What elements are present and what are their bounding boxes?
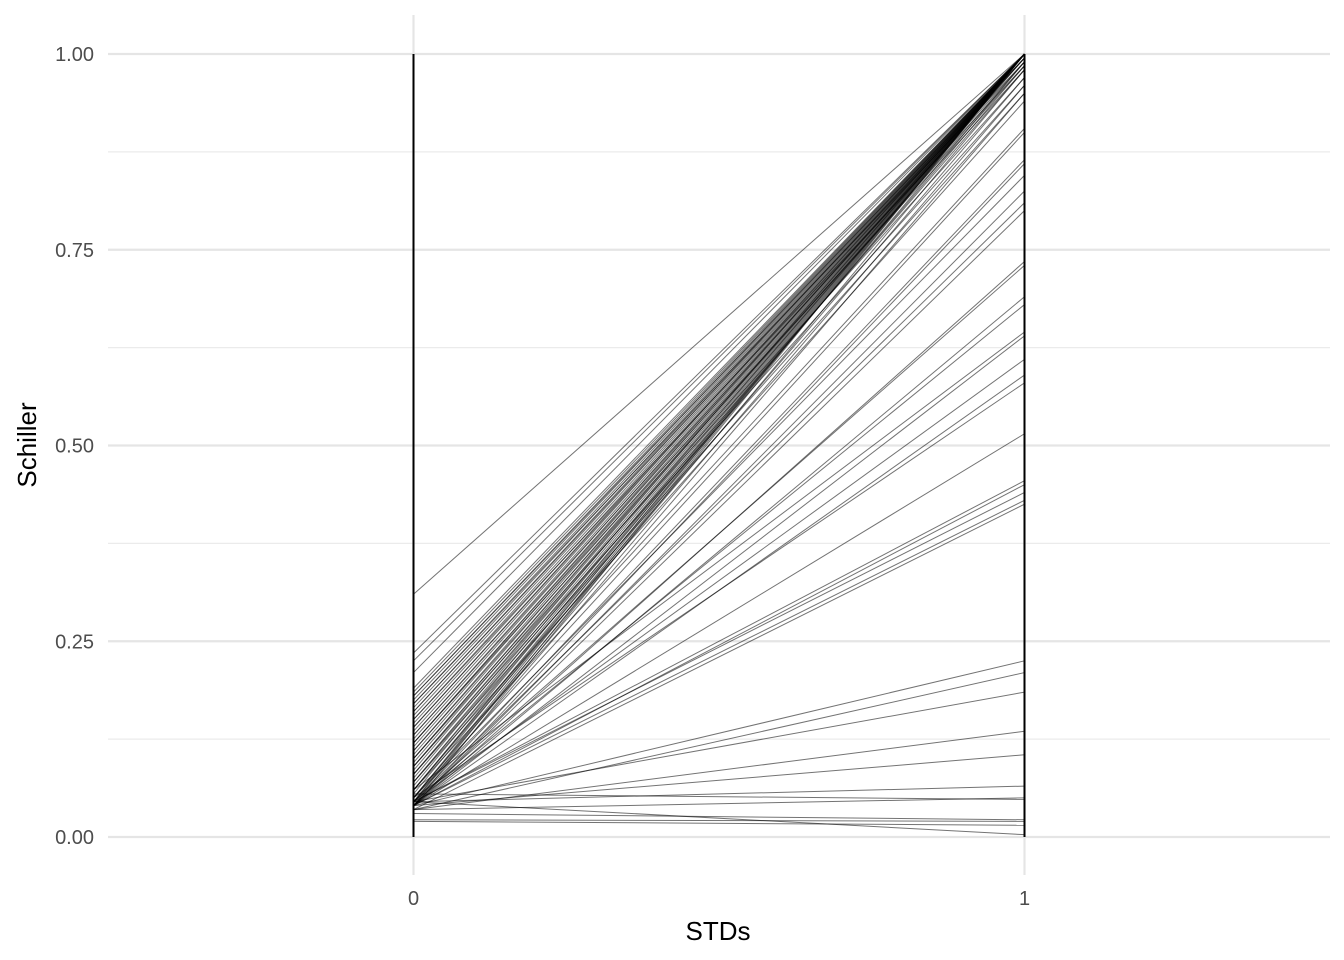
grid-layer (108, 15, 1330, 875)
series-line (413, 65, 1025, 783)
y-tick-label: 0.75 (55, 240, 94, 262)
series-line (413, 92, 1025, 775)
series-line (413, 819, 1025, 822)
series-line (413, 499, 1025, 807)
series-line (413, 92, 1025, 803)
series-line (413, 190, 1025, 807)
series-line (413, 480, 1025, 803)
series-line (413, 53, 1025, 654)
series-line (413, 69, 1025, 775)
y-axis-title: Schiller (12, 402, 42, 488)
series-line (413, 61, 1025, 736)
series-line (413, 175, 1025, 799)
series-line (413, 785, 1025, 803)
series-line (413, 296, 1025, 807)
series-line (413, 77, 1025, 760)
series-line (413, 304, 1025, 803)
series-line (413, 57, 1025, 697)
series-line (413, 84, 1025, 767)
parallel-axes (412, 54, 1026, 837)
series-line (413, 793, 1025, 800)
series-line (413, 128, 1025, 791)
tick-labels: 0.00 0.25 0.50 0.75 1.00 0 1 (55, 44, 1030, 910)
y-tick-label: 0.25 (55, 631, 94, 653)
series-line (413, 820, 1025, 826)
series-line (413, 672, 1025, 811)
series-line (413, 382, 1025, 799)
x-axis-title: STDs (686, 916, 751, 946)
series-line (413, 691, 1025, 803)
series-line (413, 61, 1025, 767)
series-line (413, 69, 1025, 744)
series-line (413, 53, 1025, 662)
series-line (413, 433, 1025, 807)
series-line (413, 492, 1025, 803)
series-line (413, 660, 1025, 807)
x-tick-label: 1 (1019, 888, 1030, 910)
series-line (413, 801, 1025, 836)
series-line (413, 210, 1025, 807)
y-tick-label: 0.50 (55, 436, 94, 458)
series-line (413, 57, 1025, 744)
series-line (413, 53, 1025, 595)
series-line (413, 159, 1025, 803)
series-line (413, 163, 1025, 807)
series-line (413, 754, 1025, 807)
series-line (413, 730, 1025, 811)
series-line (413, 331, 1025, 791)
x-tick-label: 0 (408, 888, 419, 910)
series-line (413, 503, 1025, 811)
series-line (413, 358, 1025, 803)
series-line (413, 65, 1025, 720)
series-lines (413, 53, 1025, 836)
series-line (413, 335, 1025, 807)
series-line (413, 484, 1025, 807)
y-tick-label: 1.00 (55, 44, 94, 66)
y-tick-label: 0.00 (55, 827, 94, 849)
series-line (413, 100, 1025, 783)
series-line (413, 202, 1025, 803)
series-line (413, 53, 1025, 673)
series-line (413, 65, 1025, 752)
series-line (413, 265, 1025, 803)
series-line (413, 131, 1025, 799)
series-line (413, 57, 1025, 713)
series-line (413, 61, 1025, 705)
series-line (413, 813, 1025, 821)
